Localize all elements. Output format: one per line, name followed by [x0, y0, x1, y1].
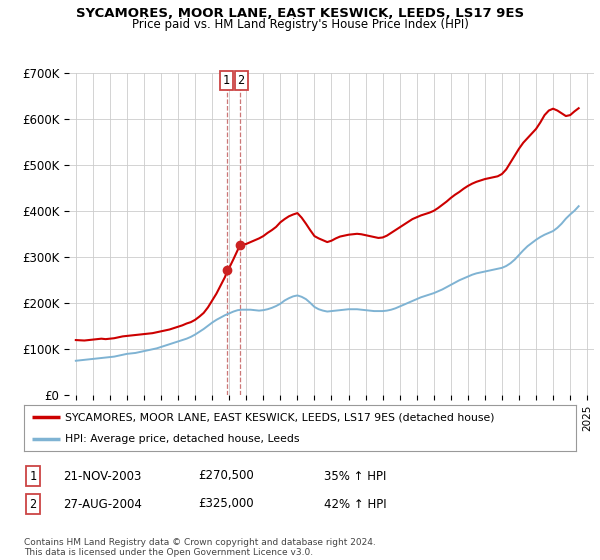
Text: 1: 1 [29, 469, 37, 483]
Text: 21-NOV-2003: 21-NOV-2003 [63, 469, 142, 483]
Text: 42% ↑ HPI: 42% ↑ HPI [324, 497, 386, 511]
Text: Price paid vs. HM Land Registry's House Price Index (HPI): Price paid vs. HM Land Registry's House … [131, 18, 469, 31]
Text: 27-AUG-2004: 27-AUG-2004 [63, 497, 142, 511]
Text: SYCAMORES, MOOR LANE, EAST KESWICK, LEEDS, LS17 9ES: SYCAMORES, MOOR LANE, EAST KESWICK, LEED… [76, 7, 524, 20]
Text: 35% ↑ HPI: 35% ↑ HPI [324, 469, 386, 483]
Text: Contains HM Land Registry data © Crown copyright and database right 2024.
This d: Contains HM Land Registry data © Crown c… [24, 538, 376, 557]
Text: £325,000: £325,000 [198, 497, 254, 511]
Text: HPI: Average price, detached house, Leeds: HPI: Average price, detached house, Leed… [65, 435, 300, 444]
Text: SYCAMORES, MOOR LANE, EAST KESWICK, LEEDS, LS17 9ES (detached house): SYCAMORES, MOOR LANE, EAST KESWICK, LEED… [65, 412, 495, 422]
Text: 1: 1 [223, 74, 230, 87]
Text: £270,500: £270,500 [198, 469, 254, 483]
Text: 2: 2 [29, 497, 37, 511]
Text: 2: 2 [238, 74, 245, 87]
